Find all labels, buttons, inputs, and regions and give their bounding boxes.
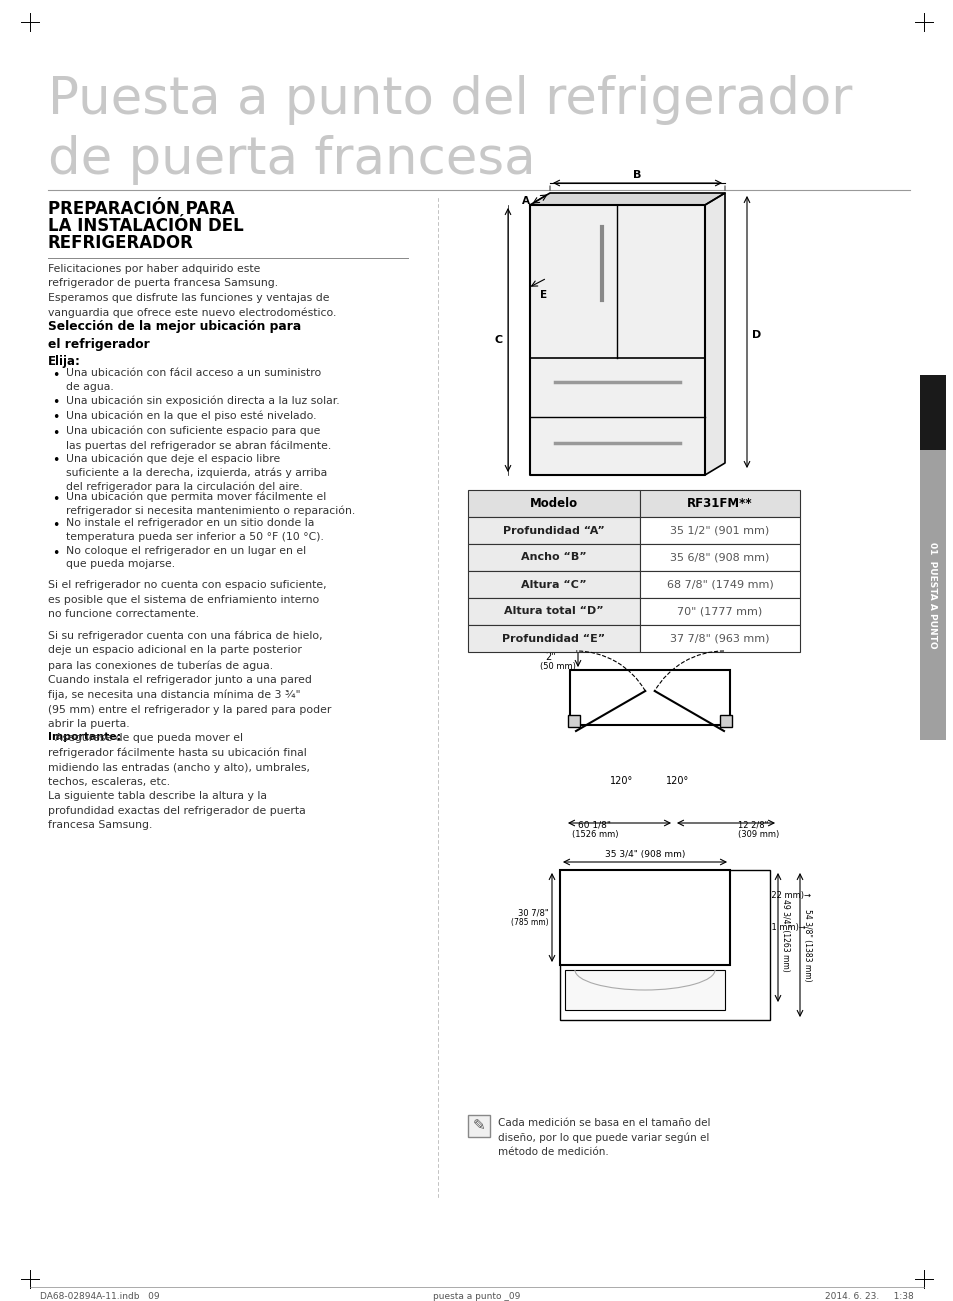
Text: •: • bbox=[52, 411, 59, 424]
Text: Puesta a punto del refrigerador: Puesta a punto del refrigerador bbox=[48, 75, 851, 125]
Bar bbox=[468, 1115, 490, 1137]
Text: D: D bbox=[751, 330, 760, 340]
Text: 70" (1777 mm): 70" (1777 mm) bbox=[677, 606, 761, 617]
Text: Altura total “D”: Altura total “D” bbox=[503, 606, 603, 617]
Text: Felicitaciones por haber adquirido este
refrigerador de puerta francesa Samsung.: Felicitaciones por haber adquirido este … bbox=[48, 264, 336, 317]
Text: ✎: ✎ bbox=[472, 1119, 485, 1133]
Text: B: B bbox=[632, 170, 640, 180]
Text: Si el refrigerador no cuenta con espacio suficiente,
es posible que el sistema d: Si el refrigerador no cuenta con espacio… bbox=[48, 580, 326, 619]
Text: 120°: 120° bbox=[666, 775, 689, 786]
Bar bbox=[567, 716, 579, 727]
Bar bbox=[559, 870, 769, 1020]
Bar bbox=[564, 971, 724, 1010]
Text: Si su refrigerador cuenta con una fábrica de hielo,
deje un espacio adicional en: Si su refrigerador cuenta con una fábric… bbox=[48, 631, 331, 729]
Text: Altura “C”: Altura “C” bbox=[520, 579, 586, 589]
Text: RF31FM**: RF31FM** bbox=[686, 497, 752, 510]
Bar bbox=[468, 544, 639, 571]
Text: 2": 2" bbox=[544, 652, 556, 662]
Bar bbox=[468, 490, 639, 516]
Text: 35 3/4" (908 mm): 35 3/4" (908 mm) bbox=[604, 850, 684, 859]
Text: Profundidad “A”: Profundidad “A” bbox=[502, 526, 604, 536]
Text: •: • bbox=[52, 396, 59, 409]
Text: (50 mm): (50 mm) bbox=[539, 662, 576, 671]
Text: 12 2/8": 12 2/8" bbox=[738, 820, 767, 829]
Polygon shape bbox=[530, 206, 704, 475]
Text: puesta a punto _09: puesta a punto _09 bbox=[433, 1292, 520, 1301]
Text: •: • bbox=[52, 546, 59, 559]
Text: LA INSTALACIÓN DEL: LA INSTALACIÓN DEL bbox=[48, 217, 244, 235]
Bar bbox=[639, 516, 800, 544]
Bar bbox=[639, 624, 800, 652]
Text: •: • bbox=[52, 519, 59, 532]
Text: Una ubicación con fácil acceso a un suministro
de agua.: Una ubicación con fácil acceso a un sumi… bbox=[66, 368, 321, 392]
Bar bbox=[639, 598, 800, 624]
Text: Una ubicación que permita mover fácilmente el
refrigerador si necesita mantenimi: Una ubicación que permita mover fácilmen… bbox=[66, 492, 355, 516]
Text: •: • bbox=[52, 427, 59, 440]
Bar bbox=[559, 870, 729, 965]
Text: No instale el refrigerador en un sitio donde la
temperatura pueda ser inferior a: No instale el refrigerador en un sitio d… bbox=[66, 519, 323, 543]
Text: 2 3/8" (61 mm)→: 2 3/8" (61 mm)→ bbox=[734, 922, 805, 932]
Text: Una ubicación sin exposición directa a la luz solar.: Una ubicación sin exposición directa a l… bbox=[66, 396, 339, 406]
Text: 37 7/8" (963 mm): 37 7/8" (963 mm) bbox=[670, 634, 769, 644]
Bar bbox=[468, 571, 639, 598]
Text: •: • bbox=[52, 454, 59, 467]
Text: (1526 mm): (1526 mm) bbox=[571, 830, 618, 839]
Bar bbox=[720, 716, 731, 727]
Text: 35 1/2" (901 mm): 35 1/2" (901 mm) bbox=[670, 526, 769, 536]
Text: Profundidad “E”: Profundidad “E” bbox=[502, 634, 605, 644]
Polygon shape bbox=[530, 193, 724, 206]
Text: 68 7/8" (1749 mm): 68 7/8" (1749 mm) bbox=[666, 579, 773, 589]
Text: 30 7/8": 30 7/8" bbox=[517, 908, 548, 917]
Polygon shape bbox=[704, 193, 724, 475]
Text: 49 3/4" (1263 mm): 49 3/4" (1263 mm) bbox=[781, 899, 789, 972]
Text: Selección de la mejor ubicación para
el refrigerador: Selección de la mejor ubicación para el … bbox=[48, 320, 301, 351]
Bar bbox=[919, 450, 945, 740]
Text: DA68-02894A-11.indb   09: DA68-02894A-11.indb 09 bbox=[40, 1292, 159, 1301]
Text: Una ubicación que deje el espacio libre
suficiente a la derecha, izquierda, atrá: Una ubicación que deje el espacio libre … bbox=[66, 453, 327, 492]
Text: Asegúrese de que pueda mover el
refrigerador fácilmente hasta su ubicación final: Asegúrese de que pueda mover el refriger… bbox=[48, 732, 310, 830]
Text: Cada medición se basa en el tamaño del
diseño, por lo que puede variar según el
: Cada medición se basa en el tamaño del d… bbox=[497, 1118, 710, 1157]
Bar bbox=[468, 516, 639, 544]
Text: 01  PUESTA A PUNTO: 01 PUESTA A PUNTO bbox=[927, 541, 937, 648]
Text: Una ubicación en la que el piso esté nivelado.: Una ubicación en la que el piso esté niv… bbox=[66, 411, 316, 422]
Bar bbox=[919, 375, 945, 450]
Text: Ancho “B”: Ancho “B” bbox=[520, 553, 586, 562]
Text: (785 mm): (785 mm) bbox=[511, 919, 548, 928]
Text: C: C bbox=[495, 334, 502, 345]
Text: •: • bbox=[52, 493, 59, 506]
Text: •: • bbox=[52, 369, 59, 382]
Bar bbox=[468, 624, 639, 652]
Text: Importante:: Importante: bbox=[48, 732, 121, 743]
Text: No coloque el refrigerador en un lugar en el
que pueda mojarse.: No coloque el refrigerador en un lugar e… bbox=[66, 545, 306, 569]
Text: Una ubicación con suficiente espacio para que
las puertas del refrigerador se ab: Una ubicación con suficiente espacio par… bbox=[66, 425, 331, 451]
Text: 54 3/8" (1383 mm): 54 3/8" (1383 mm) bbox=[802, 908, 811, 981]
Text: REFRIGERADOR: REFRIGERADOR bbox=[48, 234, 193, 252]
Text: 4 6/8" (122 mm)→: 4 6/8" (122 mm)→ bbox=[734, 891, 810, 900]
Bar bbox=[639, 544, 800, 571]
Text: Elija:: Elija: bbox=[48, 355, 81, 368]
Text: 35 6/8" (908 mm): 35 6/8" (908 mm) bbox=[670, 553, 769, 562]
Text: 60 1/8": 60 1/8" bbox=[578, 820, 611, 829]
Text: (309 mm): (309 mm) bbox=[738, 830, 779, 839]
Bar bbox=[564, 641, 744, 652]
Text: de puerta francesa: de puerta francesa bbox=[48, 135, 535, 185]
Text: 2014. 6. 23.     1:38: 2014. 6. 23. 1:38 bbox=[824, 1292, 913, 1301]
Text: E: E bbox=[539, 290, 547, 301]
Bar bbox=[468, 598, 639, 624]
Bar bbox=[639, 571, 800, 598]
Text: Modelo: Modelo bbox=[529, 497, 578, 510]
Bar bbox=[569, 670, 729, 725]
Text: 120°: 120° bbox=[610, 775, 633, 786]
Text: PREPARACIÓN PARA: PREPARACIÓN PARA bbox=[48, 200, 234, 219]
Bar bbox=[639, 490, 800, 516]
Text: A: A bbox=[521, 196, 530, 206]
